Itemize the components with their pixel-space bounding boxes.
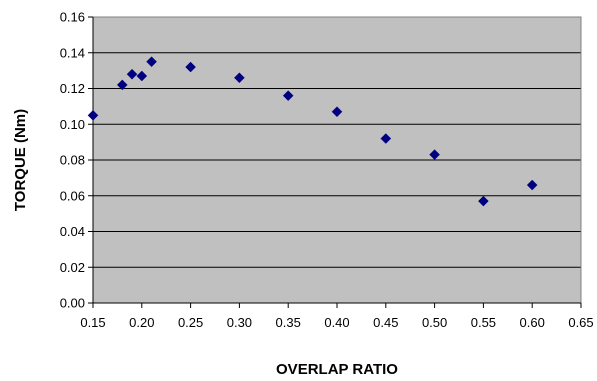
data-point	[380, 133, 392, 144]
y-tick-label: 0.08	[60, 153, 85, 168]
data-point	[478, 195, 489, 207]
x-tick-label: 0.45	[373, 315, 398, 330]
y-tick-label: 0.06	[60, 188, 85, 203]
gridlines	[93, 52, 581, 268]
x-tick-label: 0.30	[227, 315, 252, 330]
x-tick-label: 0.55	[471, 315, 496, 330]
y-tick-label: 0.02	[60, 260, 85, 275]
data-point	[185, 61, 196, 73]
data-point	[136, 70, 148, 82]
y-tick-label: 0.10	[60, 117, 85, 132]
y-tick-label: 0.04	[60, 224, 85, 239]
y-axis-title: TORQUE (Nm)	[12, 109, 29, 211]
x-tick-label: 0.25	[178, 315, 203, 330]
data-point	[126, 68, 138, 80]
x-tick-label: 0.15	[80, 315, 105, 330]
x-axis-title: OVERLAP RATIO	[276, 361, 398, 378]
x-tick-label: 0.35	[276, 315, 301, 330]
x-tick-label: 0.65	[568, 315, 593, 330]
data-point	[234, 72, 245, 84]
data-point	[146, 56, 157, 68]
data-points	[87, 56, 538, 207]
y-tick-label: 0.14	[60, 45, 85, 60]
data-point	[87, 109, 99, 121]
x-tick-label: 0.40	[324, 315, 349, 330]
data-point	[331, 106, 343, 118]
y-tick-label: 0.16	[60, 10, 85, 25]
axes	[88, 16, 582, 308]
x-tick-label: 0.60	[520, 315, 545, 330]
data-point	[116, 79, 128, 91]
x-tick-label: 0.20	[129, 315, 154, 330]
y-tick-labels: 0.00 0.02 0.04 0.06 0.08 0.10 0.12 0.14 0.16	[60, 10, 85, 311]
data-point	[526, 179, 538, 191]
y-tick-label: 0.00	[60, 296, 85, 311]
y-tick-label: 0.12	[60, 81, 85, 96]
x-tick-label: 0.50	[422, 315, 447, 330]
data-point	[429, 149, 440, 160]
data-point	[282, 90, 294, 102]
x-tick-labels: 0.15 0.20 0.25 0.30 0.35 0.40 0.45 0.50 0.55 0.60…	[80, 315, 593, 330]
